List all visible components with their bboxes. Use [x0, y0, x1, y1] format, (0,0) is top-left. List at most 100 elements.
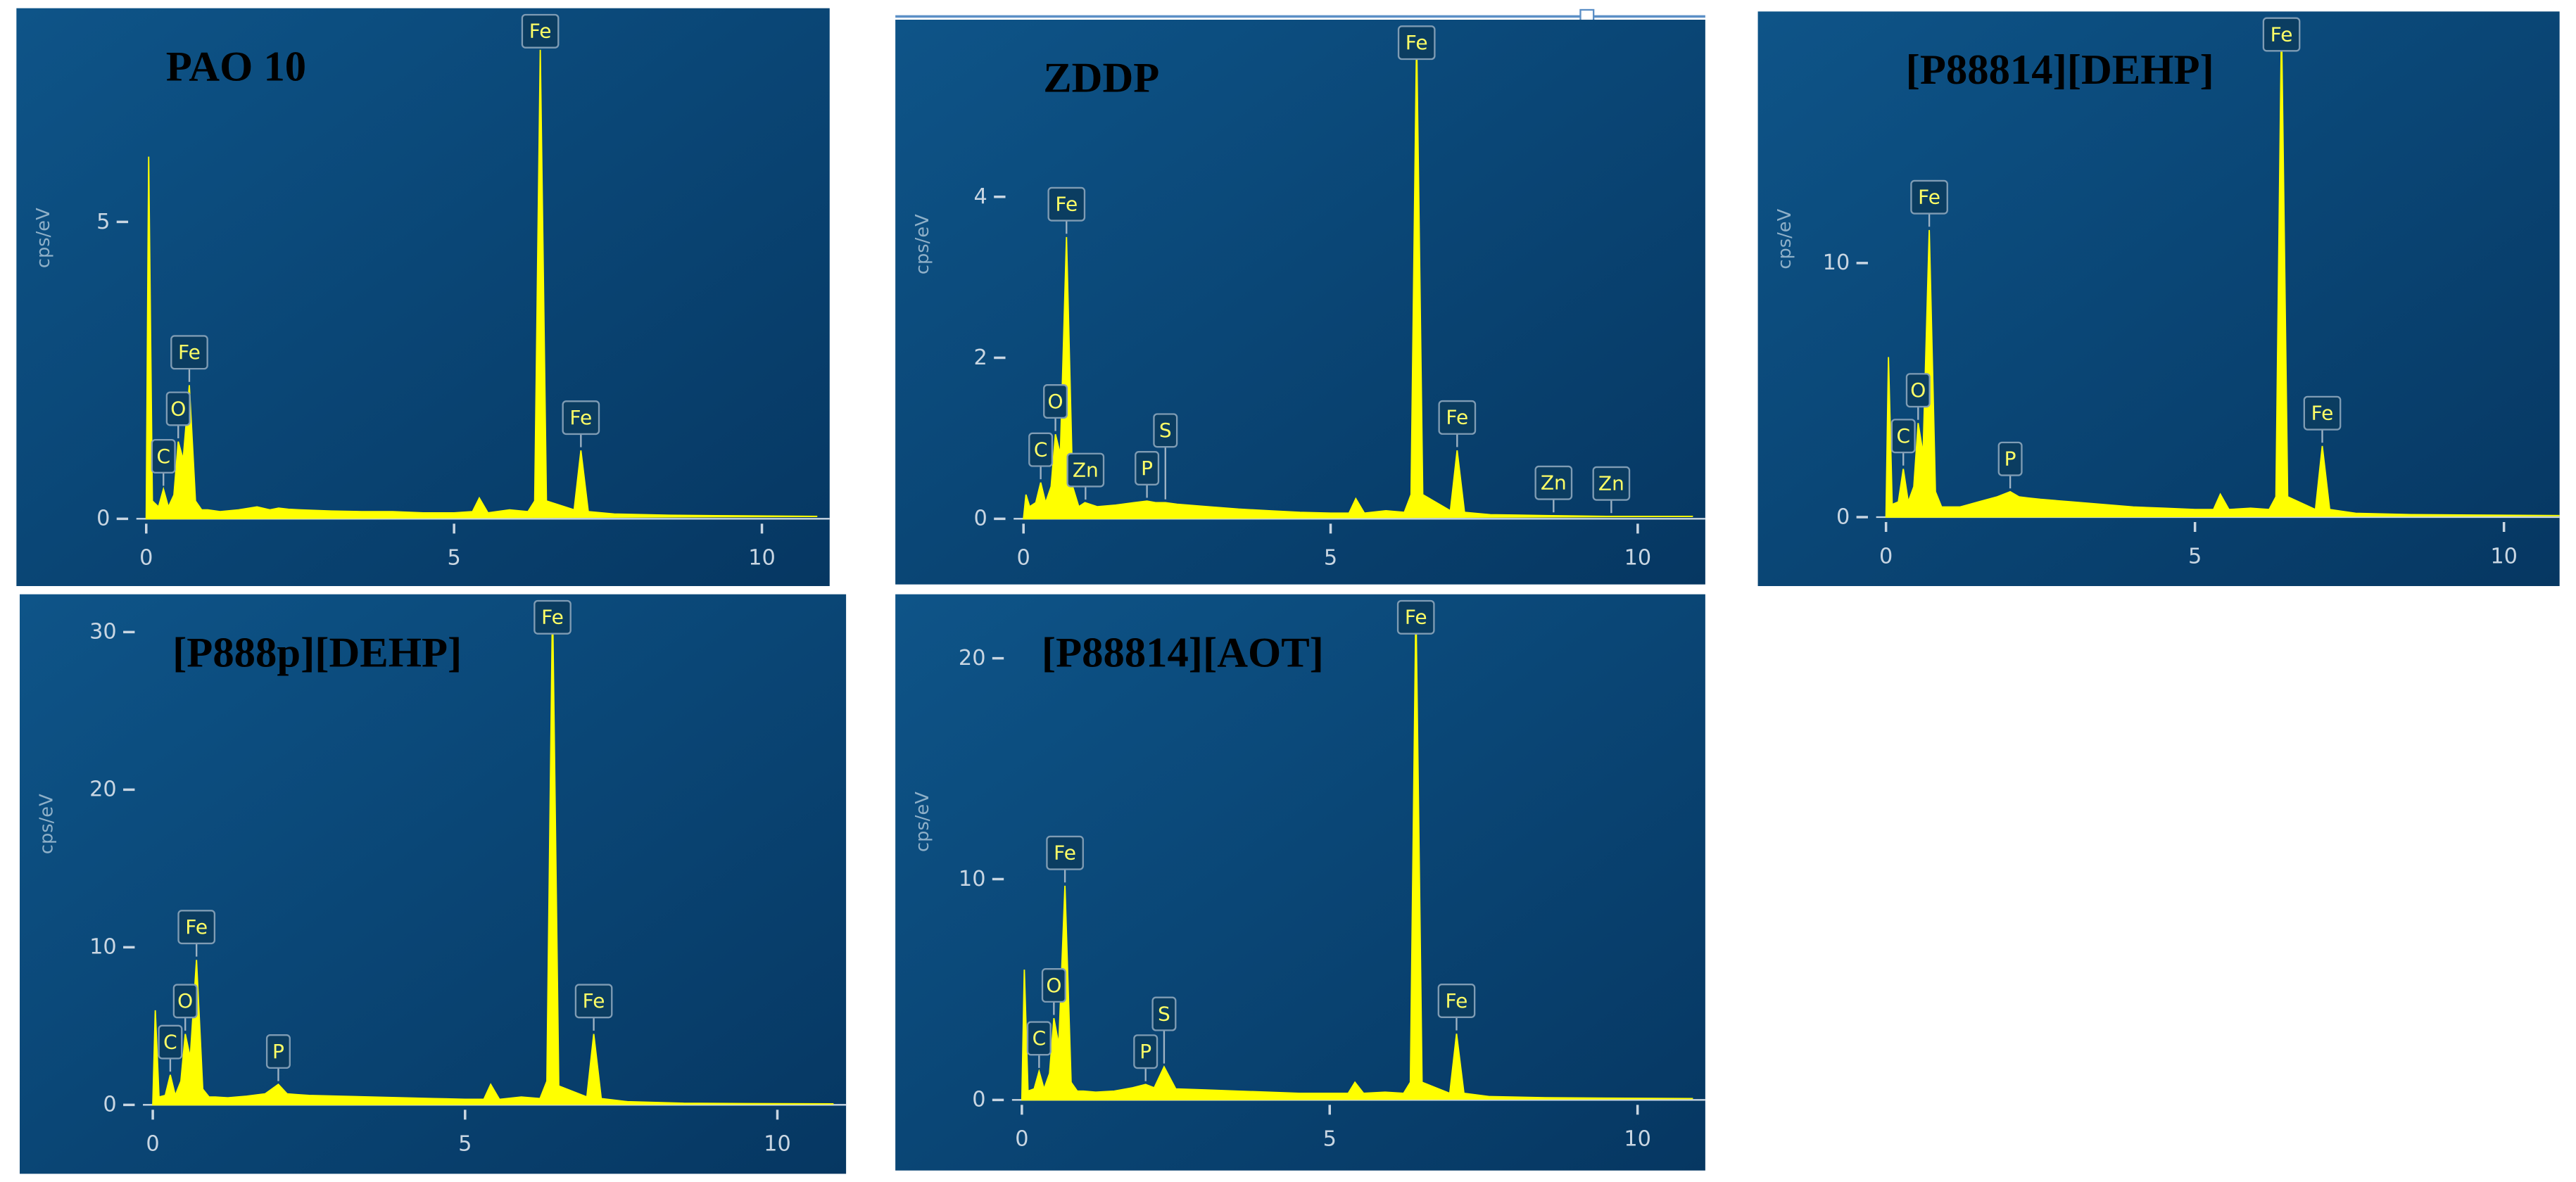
spectrum [1023, 35, 1693, 520]
peak-label-box [165, 391, 191, 426]
peak-label: Fe [569, 406, 592, 429]
peak-label: P [1139, 1040, 1151, 1063]
y-tick-label: 0 [1836, 504, 1850, 529]
x-tick-label: 5 [458, 1132, 472, 1157]
peak-label-box [1905, 373, 1931, 408]
peak-label-box [1534, 465, 1573, 500]
y-tick-label: 2 [974, 345, 987, 370]
peak-label-box [1041, 968, 1066, 1003]
peak-label: O [1048, 390, 1063, 413]
peak-label: C [1896, 424, 1910, 447]
peak-label: P [1141, 457, 1153, 480]
peak-label: Fe [2271, 23, 2293, 46]
peak-label: S [1159, 419, 1172, 442]
peak-label: Zn [1541, 471, 1567, 495]
spectrum-panel: 0 10 20 0 5 10 cps/eV [P88814][AOT] C O Fe PS Fe Fe [895, 594, 1705, 1171]
peak-label: Fe [541, 606, 564, 629]
peak-label: Fe [1446, 406, 1468, 429]
panel-title: PAO 10 [166, 43, 306, 90]
peak-label-box [2303, 395, 2342, 431]
x-tick-label: 0 [146, 1132, 159, 1157]
peak-label-box [177, 910, 216, 945]
peak-label: Fe [529, 20, 552, 43]
peak-label-box [1133, 1034, 1158, 1069]
peak-label-box [1046, 835, 1084, 870]
y-tick-label: 5 [96, 210, 110, 234]
peak-label: Zn [1073, 458, 1099, 481]
peak-label-box [562, 400, 600, 436]
peak-label-box [533, 599, 572, 635]
y-axis-label: cps/eV [912, 792, 933, 852]
panel-title: [P88814][DEHP] [1906, 46, 2214, 94]
panel-background [20, 594, 847, 1174]
peak-label: Fe [185, 915, 208, 939]
peak-label: Fe [1918, 186, 1940, 209]
peak-label: Fe [2311, 402, 2334, 425]
panel-title: [P88814][AOT] [1042, 629, 1324, 676]
peak-label-box [1396, 599, 1435, 635]
spectrum-panel: 0 10 0 5 10 cps/eV [P88814][DEHP] CO Fe P Fe Fe [1757, 11, 2560, 587]
spectrum [152, 600, 834, 1106]
y-tick-label: 20 [959, 646, 986, 671]
peak-label: C [1033, 1027, 1047, 1050]
peak-label: Zn [1598, 472, 1624, 495]
x-tick-label: 0 [1015, 1127, 1028, 1152]
y-tick-label: 0 [972, 1088, 985, 1112]
panel-background [895, 20, 1705, 585]
peak-label: Fe [1406, 31, 1428, 54]
peak-label: Fe [1405, 606, 1427, 629]
x-tick-label: 0 [139, 546, 153, 571]
x-tick-label: 0 [1017, 546, 1030, 571]
y-tick-label: 0 [96, 507, 110, 531]
y-axis-label: cps/eV [912, 214, 933, 274]
x-tick-label: 5 [447, 546, 460, 571]
spectrum [1885, 21, 2560, 518]
panel-background [16, 8, 830, 586]
peak-label-box [1592, 466, 1631, 501]
peak-label: Fe [1446, 989, 1468, 1012]
peak-label-box [2262, 17, 2301, 52]
panel-title: [P888p][DEHP] [172, 629, 462, 676]
peak-label-box [574, 984, 613, 1019]
peak-label: O [1910, 379, 1926, 402]
peak-label-box [1997, 441, 2023, 476]
x-tick-label: 10 [748, 546, 776, 571]
y-axis-label: cps/eV [1774, 208, 1795, 269]
x-tick-label: 10 [764, 1132, 791, 1157]
peak-label-box [170, 335, 208, 370]
peak-label-box [1151, 996, 1177, 1031]
x-tick-label: 10 [1624, 1127, 1651, 1152]
y-tick-label: 10 [89, 935, 117, 960]
peak-label: Fe [1055, 193, 1078, 216]
panel-background [1757, 11, 2560, 587]
peak-label-box [265, 1034, 291, 1069]
y-tick-label: 20 [89, 777, 117, 802]
peak-label: C [1034, 438, 1048, 462]
spectrum [1021, 603, 1693, 1101]
y-tick-label: 10 [1823, 250, 1850, 275]
peak-label-box [1026, 1021, 1052, 1056]
y-tick-label: 30 [89, 620, 117, 644]
peak-label: O [177, 989, 193, 1012]
peak-label-box [1437, 984, 1476, 1019]
peak-label: P [2004, 447, 2016, 471]
peak-label-box [172, 984, 198, 1019]
panel-background [895, 594, 1705, 1171]
peak-label-box [151, 438, 176, 474]
panel-title: ZDDP [1043, 55, 1159, 102]
peak-label: C [163, 1030, 177, 1053]
peak-label-box [1910, 179, 1948, 215]
peak-label: O [170, 397, 186, 420]
peak-label: S [1158, 1002, 1170, 1025]
x-tick-label: 0 [1879, 544, 1893, 568]
peak-label: Fe [583, 989, 605, 1012]
peak-label: Fe [1054, 841, 1076, 865]
spectrum [145, 49, 818, 520]
peak-label-box [521, 13, 560, 49]
peak-label-box [1066, 452, 1105, 488]
spectrum-panel: 0 10 20 30 0 5 10 cps/eV [P888p][DEHP] CO Fe P Fe Fe [20, 594, 847, 1174]
peak-label-box [1438, 400, 1477, 435]
peak-label-box [1028, 432, 1054, 467]
